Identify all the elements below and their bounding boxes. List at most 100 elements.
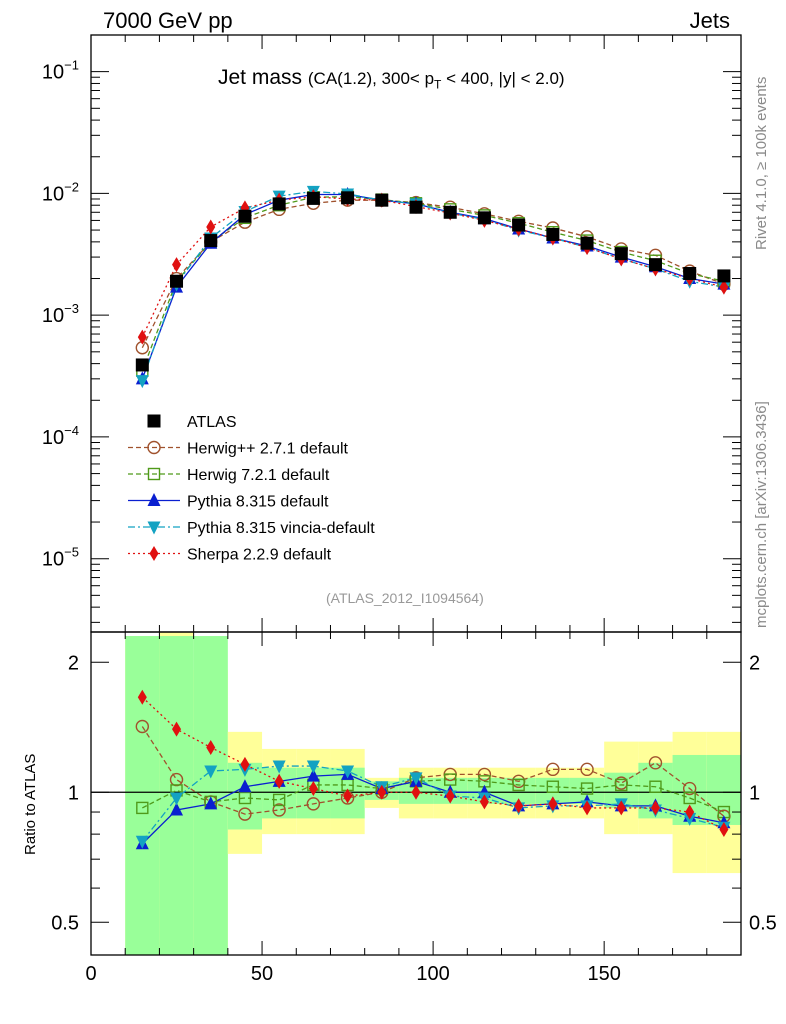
ratio-point-herwigpp bbox=[648, 756, 663, 770]
ratio-y-tick-label-right: 2 bbox=[749, 652, 760, 674]
ratio-point-herwigpp bbox=[238, 807, 252, 821]
series-line-sherpa bbox=[141, 196, 725, 338]
ratio-line-vincia bbox=[141, 765, 725, 842]
axes-frame bbox=[90, 34, 742, 956]
x-tick-label: 50 bbox=[251, 963, 273, 985]
ratio-point-herwig7 bbox=[238, 791, 252, 805]
band-inner-bin bbox=[706, 754, 741, 825]
ratio-point-vincia bbox=[306, 760, 320, 774]
legend-label-pythia: Pythia 8.315 default bbox=[187, 494, 329, 511]
point-atlas bbox=[443, 205, 457, 219]
point-atlas bbox=[375, 193, 389, 207]
ratio-point-herwigpp bbox=[306, 797, 321, 811]
ratio-point-herwig7 bbox=[649, 780, 662, 793]
ratio-point-herwig7 bbox=[546, 780, 560, 793]
ratio-point-sherpa bbox=[172, 721, 182, 737]
point-atlas bbox=[409, 200, 423, 214]
ratio-point-pythia bbox=[238, 779, 252, 793]
ratio-point-sherpa bbox=[274, 773, 284, 789]
ratio-point-sherpa bbox=[377, 784, 387, 800]
legend-label-sherpa: Sherpa 2.2.9 default bbox=[187, 547, 332, 564]
ratio-point-sherpa bbox=[240, 756, 250, 772]
ratio-point-vincia bbox=[409, 772, 423, 786]
ratio-point-sherpa bbox=[137, 689, 147, 705]
legend-marker-sherpa bbox=[149, 546, 159, 561]
ratio-point-herwig7 bbox=[512, 778, 525, 792]
point-atlas bbox=[204, 234, 218, 248]
x-tick-label: 0 bbox=[85, 963, 96, 985]
point-atlas bbox=[170, 274, 184, 288]
ratio-point-herwig7 bbox=[136, 801, 149, 815]
ratio-line-pythia bbox=[141, 773, 725, 845]
point-sherpa bbox=[719, 279, 729, 295]
ratio-point-sherpa bbox=[719, 821, 729, 837]
ratio-point-sherpa bbox=[582, 800, 592, 816]
ratio-point-sherpa bbox=[616, 800, 626, 816]
series-line-herwigpp bbox=[141, 199, 725, 349]
ratio-y-tick-label: 1 bbox=[68, 782, 79, 804]
point-vincia bbox=[135, 375, 149, 389]
ratio-point-herwigpp bbox=[546, 762, 560, 777]
header-right: Jets bbox=[689, 8, 730, 33]
point-atlas bbox=[648, 258, 662, 272]
ratio-point-herwig7 bbox=[615, 778, 628, 792]
band-inner-bin bbox=[125, 636, 160, 955]
point-atlas bbox=[580, 236, 594, 250]
ratio-point-sherpa bbox=[685, 804, 695, 820]
ratio-point-sherpa bbox=[479, 794, 489, 810]
point-atlas bbox=[341, 191, 355, 205]
ratio-point-sherpa bbox=[650, 800, 660, 816]
ratio-point-herwigpp bbox=[580, 762, 594, 777]
point-atlas bbox=[477, 211, 491, 225]
plot-title-main: Jet mass bbox=[218, 66, 303, 89]
point-atlas bbox=[238, 209, 252, 223]
ratio-point-herwigpp bbox=[682, 781, 697, 796]
plot-title: Jet mass (CA(1.2), 300< pT < 400, |y| < … bbox=[218, 66, 565, 91]
watermark: (ATLAS_2012_I1094564) bbox=[326, 590, 484, 606]
ratio-point-sherpa bbox=[206, 739, 216, 755]
legend-marker-pythia bbox=[147, 493, 161, 506]
axes-ticks bbox=[90, 34, 742, 955]
series-line-pythia bbox=[141, 193, 724, 380]
legend: ATLAS Herwig++ 2.7.1 default Herwig 7.2.1 … bbox=[128, 414, 375, 564]
ratio-point-vincia bbox=[135, 835, 149, 849]
point-sherpa bbox=[137, 329, 147, 345]
main-frame bbox=[90, 34, 742, 633]
ratio-y-tick-label: 2 bbox=[68, 652, 79, 674]
header-left: 7000 GeV pp bbox=[103, 8, 233, 33]
series-markers bbox=[135, 185, 731, 850]
point-sherpa bbox=[172, 257, 182, 273]
point-atlas bbox=[717, 269, 731, 283]
point-atlas bbox=[135, 358, 149, 372]
ratio-frame bbox=[90, 631, 742, 956]
point-atlas bbox=[614, 247, 628, 261]
legend-label-atlas: ATLAS bbox=[187, 414, 237, 431]
legend-label-herwigpp: Herwig++ 2.7.1 default bbox=[187, 441, 349, 458]
y-tick-label: 10−5 bbox=[42, 545, 79, 571]
ratio-point-vincia bbox=[204, 765, 218, 779]
point-atlas bbox=[546, 227, 560, 241]
plot-title-sub: (CA(1.2), 300< pT < 400, |y| < 2.0) bbox=[307, 69, 565, 92]
ratio-bands bbox=[125, 632, 741, 955]
point-atlas bbox=[683, 266, 697, 280]
ratio-point-herwigpp bbox=[135, 719, 150, 734]
ratio-point-sherpa bbox=[445, 788, 455, 804]
ratio-point-pythia bbox=[204, 796, 218, 810]
point-atlas bbox=[512, 218, 526, 232]
ratio-y-tick-label: 0.5 bbox=[51, 912, 79, 934]
x-tick-label: 150 bbox=[587, 963, 620, 985]
legend-marker-herwigpp bbox=[147, 440, 161, 455]
ratio-point-pythia bbox=[306, 768, 320, 782]
ratio-point-sherpa bbox=[514, 798, 524, 814]
legend-label-herwig7: Herwig 7.2.1 default bbox=[187, 467, 330, 484]
ratio-point-vincia bbox=[170, 792, 184, 806]
ratio-point-herwig7 bbox=[580, 782, 594, 795]
y-tick-label: 10−4 bbox=[42, 423, 79, 449]
y-tick-label: 10−2 bbox=[42, 179, 79, 205]
ratio-point-sherpa bbox=[548, 796, 558, 812]
legend-label-vincia: Pythia 8.315 vincia-default bbox=[187, 520, 375, 537]
point-atlas bbox=[272, 197, 286, 211]
y-tick-label: 10−3 bbox=[42, 301, 79, 327]
ratio-point-herwigpp bbox=[272, 803, 286, 817]
